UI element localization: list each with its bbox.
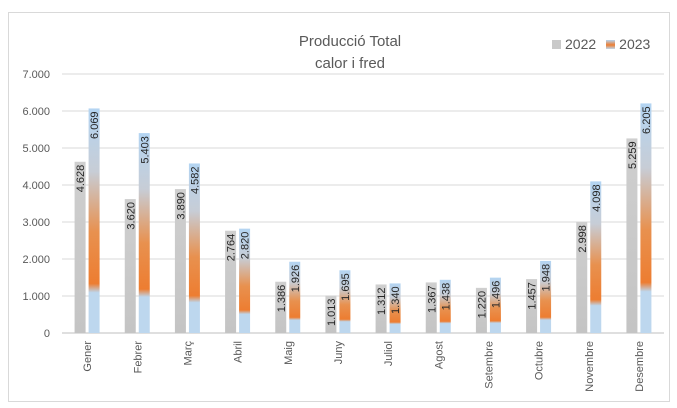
y-tick-label: 4.000: [22, 180, 50, 192]
y-tick-label: 2.000: [22, 254, 50, 266]
bar-2023: [640, 103, 652, 333]
data-label-2022: 2.998: [577, 225, 589, 253]
x-tick-label: Octubre: [534, 341, 546, 380]
x-tick-label: Març: [182, 341, 194, 366]
legend: 2022 2023: [552, 36, 660, 52]
x-tick-label: Desembre: [634, 341, 646, 392]
bar-2023: [289, 261, 301, 333]
data-label-2022: 1.220: [476, 291, 488, 319]
x-tick-label: Setembre: [483, 341, 495, 389]
bar-2023: [489, 277, 501, 333]
legend-label-2022: 2022: [565, 36, 597, 52]
data-label-2023: 6.069: [89, 111, 101, 139]
x-tick-label: Novembre: [584, 341, 596, 392]
bar-2022: [375, 284, 387, 333]
legend-swatch-2022: [552, 39, 561, 49]
data-label-2023: 6.205: [641, 106, 653, 134]
x-tick-label: Juny: [333, 341, 345, 365]
legend-label-2023: 2023: [619, 36, 651, 52]
bar-2023: [339, 270, 351, 333]
y-tick-label: 0: [44, 328, 50, 340]
y-tick-label: 7.000: [22, 69, 50, 81]
bar-2022: [425, 282, 437, 333]
bar-2023: [138, 133, 150, 333]
x-tick-label: Juliol: [383, 341, 395, 366]
x-tick-label: Agost: [433, 341, 445, 369]
chart-subtitle: calor i fred: [314, 55, 386, 72]
bar-2023: [540, 260, 552, 333]
x-tick-label: Abril: [233, 341, 245, 363]
data-label-2023: 1.438: [440, 283, 452, 311]
bar-2023: [389, 283, 401, 333]
bar-2022: [74, 161, 86, 333]
data-label-2022: 1.457: [527, 282, 539, 310]
bar-2023: [88, 108, 100, 334]
bar-2023: [239, 228, 251, 333]
data-label-2022: 5.259: [627, 141, 639, 169]
data-label-2023: 2.820: [240, 232, 252, 260]
legend-item-2023: 2023: [606, 36, 650, 52]
bar-2023: [188, 163, 200, 333]
bar-2022: [475, 287, 487, 333]
bar-2022: [174, 189, 186, 333]
data-label-2022: 3.890: [175, 192, 187, 220]
data-label-2022: 1.312: [376, 287, 388, 315]
bar-2022: [124, 199, 136, 333]
bar-2023: [439, 279, 451, 333]
bar-2022: [626, 138, 638, 333]
data-label-2023: 1.948: [541, 264, 553, 292]
bar-2022: [275, 281, 287, 333]
y-tick-label: 3.000: [22, 217, 50, 229]
bar-2022: [325, 295, 337, 333]
x-tick-label: Febrer: [132, 341, 144, 374]
bar-2023: [590, 181, 602, 333]
legend-item-2022: 2022: [552, 36, 596, 52]
bar-2022: [526, 279, 538, 333]
data-label-2022: 2.764: [226, 234, 238, 262]
bar-2022: [576, 222, 588, 333]
chart-area: [8, 12, 670, 402]
data-label-2023: 1.926: [290, 265, 302, 293]
data-label-2023: 5.403: [139, 136, 151, 164]
chart-title: Producció Total: [298, 33, 402, 50]
x-tick-label: Maig: [283, 341, 295, 365]
data-label-2023: 4.098: [591, 184, 603, 212]
y-tick-label: 1.000: [22, 291, 50, 303]
y-tick-label: 5.000: [22, 143, 50, 155]
data-label-2022: 1.386: [276, 285, 288, 313]
data-label-2023: 1.340: [390, 286, 402, 314]
data-label-2022: 1.013: [326, 299, 338, 327]
data-label-2023: 4.582: [189, 166, 201, 194]
bar-2022: [225, 230, 237, 333]
legend-swatch-2023: [606, 39, 616, 49]
x-tick-label: Gener: [82, 341, 94, 372]
y-tick-label: 6.000: [22, 106, 50, 118]
data-label-2022: 3.620: [125, 202, 137, 230]
data-label-2023: 1.496: [490, 281, 502, 309]
data-label-2023: 1.695: [340, 273, 352, 301]
data-label-2022: 1.367: [426, 285, 438, 313]
data-label-2022: 4.628: [75, 165, 87, 193]
